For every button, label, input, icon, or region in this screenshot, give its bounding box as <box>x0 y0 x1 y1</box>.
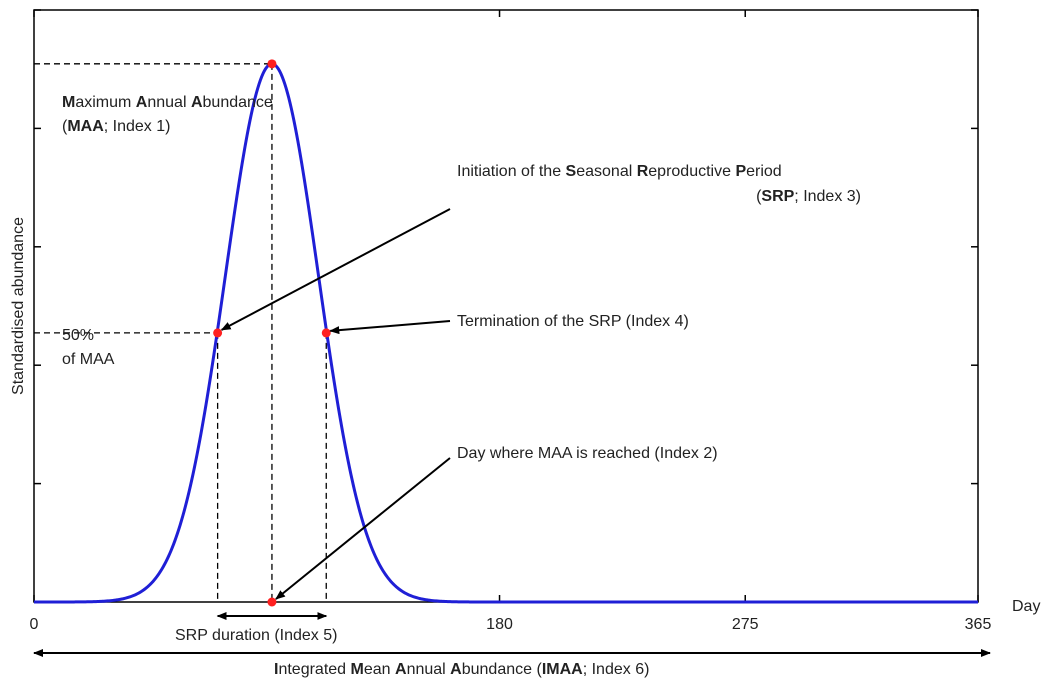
key-point-marker-srp-end <box>321 328 331 338</box>
maa-day-arrow <box>275 457 451 600</box>
x-tick-labels: 0 180 275 365 <box>30 616 992 633</box>
srp-termination-arrow <box>329 320 451 335</box>
key-point-marker-srp-start <box>213 328 223 338</box>
half-maa-label-line1: 50% <box>62 327 94 344</box>
x-tick-label: 180 <box>486 616 513 633</box>
maa-day-label: Day where MAA is reached (Index 2) <box>457 445 718 462</box>
maa-label-line2: (MAA; Index 1) <box>62 118 171 135</box>
x-tick-label: 0 <box>30 616 39 633</box>
srp-termination-label: Termination of the SRP (Index 4) <box>457 313 689 330</box>
srp-initiation-label-line2: (SRP; Index 3) <box>756 188 861 205</box>
x-tick-label: 365 <box>965 616 992 633</box>
maa-label-line1: Maximum Annual Abundance <box>62 94 273 111</box>
x-tick-label: 275 <box>732 616 759 633</box>
key-point-marker-maa <box>267 59 277 69</box>
imaa-label: Integrated Mean Annual Abundance (IMAA; … <box>274 661 650 678</box>
key-point-markers <box>213 59 331 607</box>
x-axis-label: Day <box>1012 598 1040 615</box>
srp-initiation-arrow <box>220 208 451 331</box>
key-point-marker-maa-day <box>267 597 277 607</box>
half-maa-label-line2: of MAA <box>62 351 115 368</box>
srp-duration-label: SRP duration (Index 5) <box>175 627 337 644</box>
series-line-abundance <box>34 62 978 604</box>
srp-initiation-label-line1: Initiation of the Seasonal Reproductive … <box>457 163 782 180</box>
axis-ticks <box>33 9 979 602</box>
annotation-arrows <box>33 208 991 657</box>
y-axis-label: Standardised abundance <box>10 217 27 395</box>
